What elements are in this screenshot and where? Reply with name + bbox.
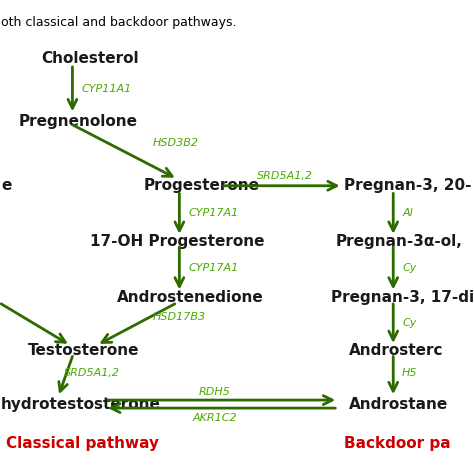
Text: Cholesterol: Cholesterol [41,51,139,66]
Text: CYP17A1: CYP17A1 [188,209,238,219]
Text: Pregnenolone: Pregnenolone [19,114,138,128]
Text: Pregnan-3, 17-di: Pregnan-3, 17-di [331,290,474,305]
Text: SRD5A1,2: SRD5A1,2 [64,368,119,378]
Text: hydrotestosterone: hydrotestosterone [1,397,161,411]
Text: Progesterone: Progesterone [144,178,260,193]
Text: Pregnan-3α-ol,: Pregnan-3α-ol, [335,234,462,249]
Text: Cy: Cy [402,263,417,273]
Text: HSD3B2: HSD3B2 [153,138,199,148]
Text: SRD5A1,2: SRD5A1,2 [257,171,313,181]
Text: Pregnan-3, 20-: Pregnan-3, 20- [344,178,472,193]
Text: HSD17B3: HSD17B3 [153,312,206,322]
Text: Al: Al [402,209,413,219]
Text: Androstenedione: Androstenedione [117,290,264,305]
Text: Cy: Cy [402,318,417,328]
Text: oth classical and backdoor pathways.: oth classical and backdoor pathways. [1,17,237,29]
Text: Androstane: Androstane [349,397,448,411]
Text: Backdoor pa: Backdoor pa [344,436,451,451]
Text: CYP17A1: CYP17A1 [188,263,238,273]
Text: Androsterc: Androsterc [349,343,443,358]
Text: Testosterone: Testosterone [28,343,139,358]
Text: Classical pathway: Classical pathway [6,436,159,451]
Text: AKR1C2: AKR1C2 [193,413,237,423]
Text: CYP11A1: CYP11A1 [82,84,132,94]
Text: RDH5: RDH5 [199,387,231,397]
Text: H5: H5 [402,368,418,378]
Text: e: e [1,178,11,193]
Text: 17-OH Progesterone: 17-OH Progesterone [90,234,265,249]
